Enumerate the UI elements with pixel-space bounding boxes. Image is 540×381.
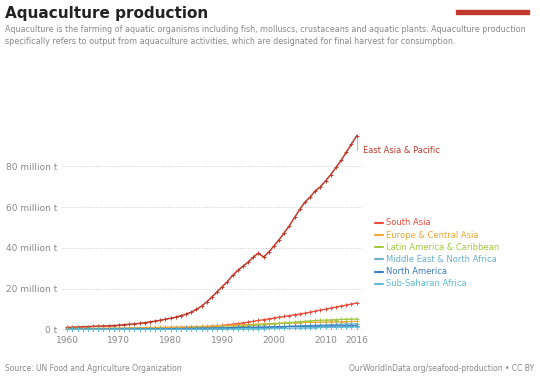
Text: Middle East & North Africa: Middle East & North Africa <box>386 255 497 264</box>
Text: Europe & Central Asia: Europe & Central Asia <box>386 231 478 240</box>
Text: in Data: in Data <box>477 31 508 40</box>
Text: Aquaculture is the farming of aquatic organisms including fish, molluscs, crusta: Aquaculture is the farming of aquatic or… <box>5 25 526 46</box>
Text: Sub-Saharan Africa: Sub-Saharan Africa <box>386 279 467 288</box>
Text: Aquaculture production: Aquaculture production <box>5 6 208 21</box>
Bar <box>456 10 529 14</box>
Text: East Asia & Pacific: East Asia & Pacific <box>356 139 440 155</box>
Text: OurWorldInData.org/seafood-production • CC BY: OurWorldInData.org/seafood-production • … <box>349 363 535 373</box>
Text: Our World: Our World <box>471 19 515 28</box>
Text: Source: UN Food and Agriculture Organization: Source: UN Food and Agriculture Organiza… <box>5 363 182 373</box>
Text: Latin America & Caribbean: Latin America & Caribbean <box>386 243 500 252</box>
Text: South Asia: South Asia <box>386 218 431 227</box>
Text: North America: North America <box>386 267 447 276</box>
